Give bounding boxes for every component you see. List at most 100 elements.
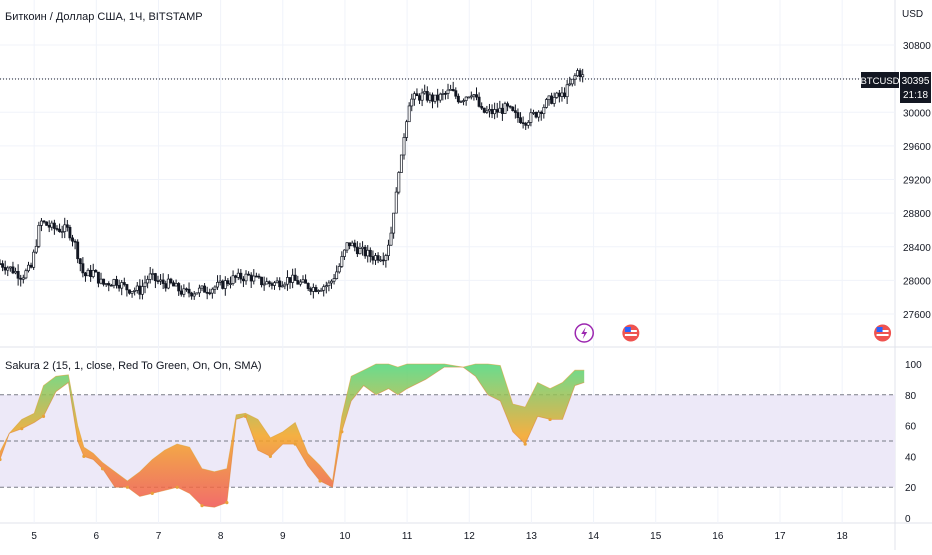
sakura-point-44 [523, 442, 527, 446]
candle-body-87 [223, 280, 227, 289]
candle-body-107 [275, 280, 279, 284]
candle-body-25 [63, 224, 67, 232]
candle-body-127 [327, 282, 331, 287]
candle-body-216 [557, 92, 561, 97]
candle-body-92 [236, 272, 240, 278]
candle-body-206 [532, 112, 535, 114]
candle-body-36 [91, 270, 95, 277]
candle-body-48 [122, 282, 126, 285]
x-tick-label-17: 17 [774, 531, 786, 542]
candle-body-18 [45, 221, 49, 226]
candle-body-43 [109, 284, 113, 287]
candle-body-132 [340, 256, 344, 267]
candle-body-196 [506, 103, 510, 107]
candle-body-49 [125, 284, 129, 291]
candle-body-172 [443, 93, 447, 95]
candle-body-150 [387, 244, 390, 256]
candle-body-166 [428, 94, 432, 101]
sakura-point-16 [175, 485, 179, 489]
candle-body-134 [345, 242, 349, 251]
candle-body-126 [324, 285, 328, 288]
candle-body-68 [174, 283, 178, 287]
candle-body-46 [117, 285, 121, 289]
candle-body-61 [156, 280, 160, 283]
candle-body-173 [446, 89, 450, 94]
candle-body-76 [195, 292, 199, 295]
candle-body-178 [459, 101, 463, 103]
candle-body-187 [482, 107, 486, 113]
symbol-badge-bg [861, 72, 899, 88]
sakura-point-0 [0, 457, 2, 462]
candle-body-52 [133, 290, 137, 292]
candle-body-170 [438, 93, 442, 101]
candle-body-161 [415, 93, 419, 97]
candle-body-91 [234, 275, 238, 278]
price-badge-bg [900, 72, 931, 103]
candle-body-66 [169, 278, 173, 284]
candle-body-200 [516, 112, 520, 119]
candle-body-119 [306, 282, 310, 289]
candle-body-65 [166, 278, 170, 289]
candle-body-138 [355, 246, 359, 255]
candle-body-60 [153, 273, 157, 282]
candle-body-198 [511, 106, 515, 111]
candle-body-13 [32, 251, 36, 268]
candle-body-27 [68, 226, 72, 239]
sakura-lower-line [0, 366, 585, 508]
currency-label: USD [902, 9, 923, 20]
candle-body-209 [539, 111, 543, 114]
candle-body-99 [254, 275, 258, 278]
candle-body-67 [172, 282, 175, 287]
candle-body-113 [291, 274, 295, 283]
sakura-point-46 [548, 417, 552, 422]
candle-body-189 [488, 108, 491, 112]
x-tick-label-11: 11 [402, 531, 413, 542]
candle-body-121 [311, 287, 315, 292]
candle-body-4 [8, 266, 12, 269]
candle-body-55 [140, 286, 144, 295]
candle-body-202 [521, 122, 525, 124]
candle-body-223 [576, 70, 579, 77]
x-tick-label-8: 8 [218, 531, 224, 542]
candle-body-95 [244, 273, 248, 282]
candle-body-144 [371, 256, 375, 261]
candle-body-114 [293, 274, 297, 281]
candle-body-56 [143, 282, 147, 287]
candle-body-72 [185, 288, 188, 291]
x-tick-label-15: 15 [650, 531, 662, 542]
candle-body-101 [260, 276, 264, 286]
candle-body-146 [376, 255, 380, 261]
candle-body-30 [76, 241, 80, 260]
indicator-title[interactable]: Sakura 2 (15, 1, close, Red To Green, On… [5, 360, 262, 372]
candle-body-38 [96, 271, 100, 284]
candle-body-155 [399, 154, 403, 173]
candle-body-205 [529, 112, 533, 123]
candle-body-98 [252, 275, 256, 282]
x-tick-label-12: 12 [464, 531, 476, 542]
candle-body-82 [210, 288, 214, 294]
candle-body-42 [107, 283, 111, 286]
candle-body-63 [161, 279, 165, 284]
candle-body-59 [151, 273, 155, 275]
candle-body-148 [381, 259, 385, 262]
sakura-area [0, 364, 585, 508]
candle-body-147 [379, 259, 383, 262]
candle-body-75 [192, 293, 196, 297]
candle-body-108 [278, 280, 282, 288]
candle-body-177 [456, 95, 460, 103]
sakura-point-2 [20, 427, 24, 431]
candle-body-93 [239, 272, 243, 280]
candle-body-165 [425, 91, 429, 101]
candle-body-53 [135, 285, 139, 291]
candle-body-37 [94, 270, 98, 273]
candle-body-73 [187, 288, 191, 294]
chart-title[interactable]: Биткоин / Доллар США, 1Ч, BITSTAMP [5, 11, 203, 23]
candle-body-191 [493, 109, 497, 115]
candle-body-45 [115, 279, 118, 286]
candle-body-111 [286, 277, 289, 285]
candle-body-156 [402, 137, 406, 156]
x-tick-label-13: 13 [526, 531, 538, 542]
candle-body-139 [358, 248, 362, 255]
candle-body-29 [73, 240, 77, 243]
